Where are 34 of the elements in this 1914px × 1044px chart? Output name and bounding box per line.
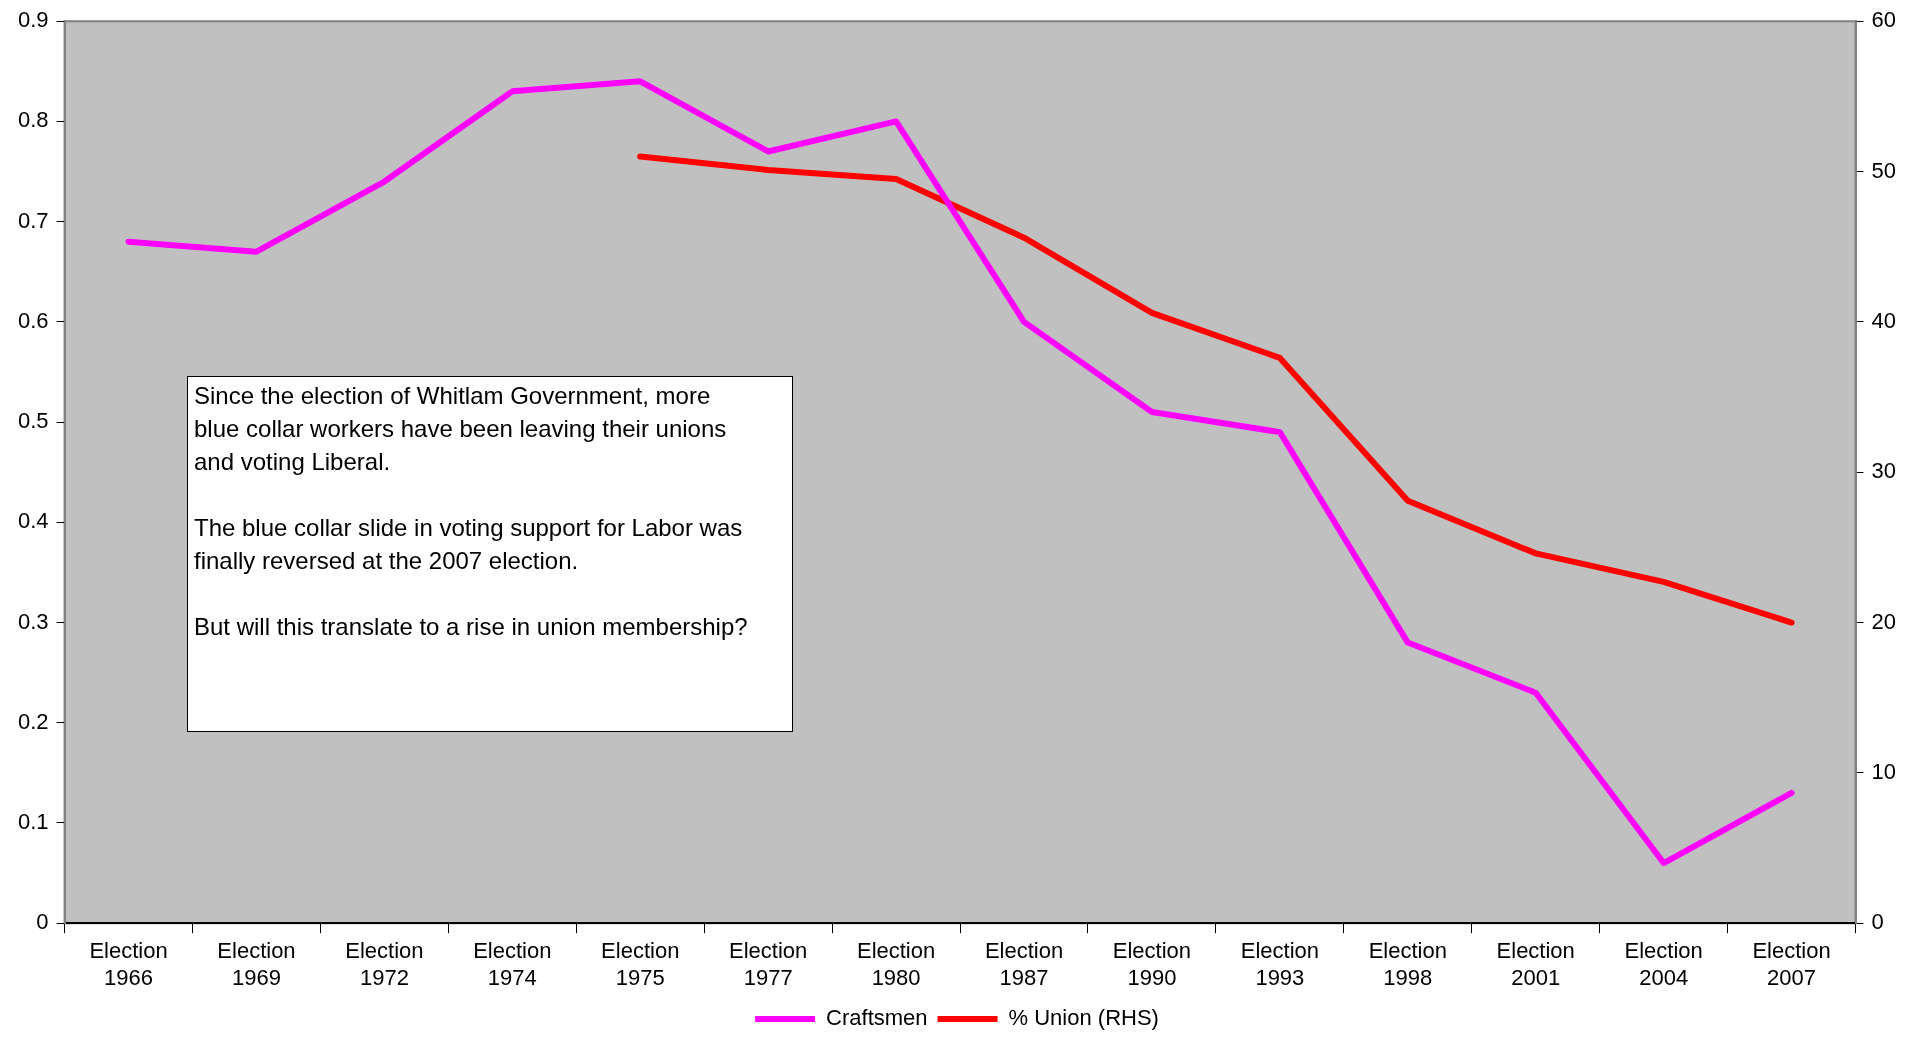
x-tick-label: Election 1998 bbox=[1368, 938, 1447, 990]
x-tick-label: Election 1966 bbox=[89, 938, 168, 990]
y-tick-label: 0.9 bbox=[17, 7, 49, 33]
y2-tick-label: 0 bbox=[1871, 909, 1884, 935]
y-tick-label: 0.4 bbox=[17, 508, 49, 534]
x-tick-label: Election 1969 bbox=[217, 938, 296, 990]
x-tick-label: Election 1974 bbox=[473, 938, 552, 990]
x-tick-label: Election 1990 bbox=[1112, 938, 1192, 990]
y2-tick-label: 50 bbox=[1871, 157, 1897, 183]
x-tick-label: Election 1987 bbox=[984, 938, 1064, 990]
y-tick-label: 0.8 bbox=[17, 107, 49, 133]
y-tick-label: 0.3 bbox=[17, 608, 49, 634]
y-tick-label: 0.6 bbox=[17, 307, 49, 333]
legend-label: Craftsmen bbox=[826, 1005, 928, 1031]
y-tick-label: 0.1 bbox=[17, 809, 49, 835]
x-tick-label: Election 2004 bbox=[1624, 938, 1703, 990]
y-tick-label: 0.7 bbox=[17, 207, 49, 233]
x-tick-label: Election 2001 bbox=[1496, 938, 1575, 990]
x-tick-label: Election 2007 bbox=[1752, 938, 1831, 990]
x-tick-label: Election 1980 bbox=[856, 938, 936, 990]
y2-tick-label: 40 bbox=[1871, 307, 1897, 333]
x-tick-label: Election 1975 bbox=[601, 938, 680, 990]
x-tick-label: Election 1993 bbox=[1240, 938, 1320, 990]
text-box: Since the election of Whitlam Government, more blue collar workers have been leaving their unions and voting Liberal. The blue collar slide in voting support for Labor was finally reversed at the 2007 election. But will this translate to a rise in union membership? bbox=[187, 376, 793, 732]
y2-tick-label: 20 bbox=[1871, 608, 1897, 634]
y-tick-label: 0 bbox=[36, 909, 49, 935]
y-tick-label: 0.2 bbox=[17, 708, 49, 734]
y2-tick-label: 60 bbox=[1871, 7, 1897, 33]
legend-label: % Union (RHS) bbox=[1008, 1005, 1159, 1031]
y2-tick-label: 30 bbox=[1871, 458, 1897, 484]
y2-tick-label: 10 bbox=[1871, 758, 1897, 784]
x-tick-label: Election 1977 bbox=[729, 938, 808, 990]
y-tick-label: 0.5 bbox=[17, 408, 49, 434]
x-tick-label: Election 1972 bbox=[345, 938, 424, 990]
